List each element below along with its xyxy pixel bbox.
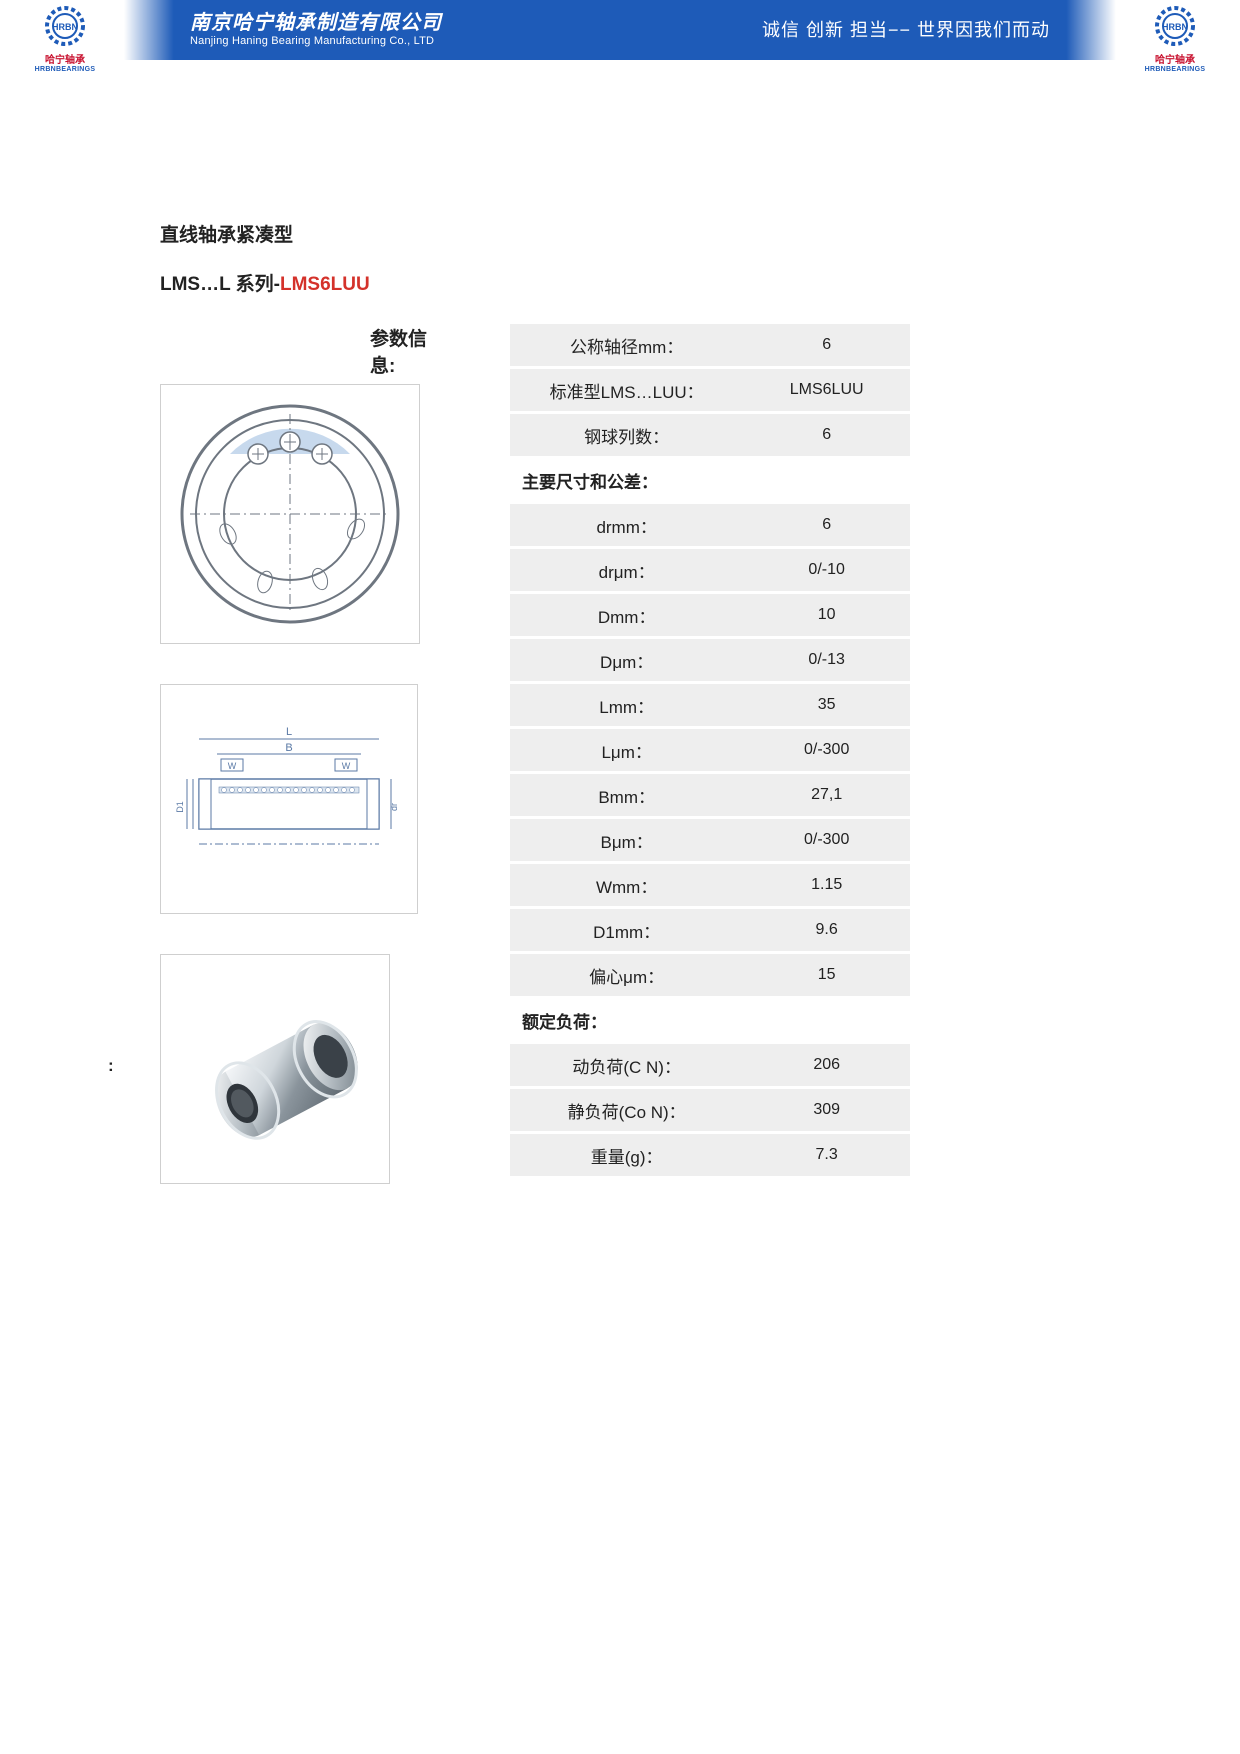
spec-row: 偏心μm：15 — [510, 954, 910, 996]
spec-row: Lμm：0/-300 — [510, 729, 910, 771]
series-model: LMS6LUU — [280, 274, 370, 295]
spec-table: 公称轴径mm：6标准型LMS…LUU：LMS6LUU钢球列数：6主要尺寸和公差：… — [510, 324, 910, 1176]
content-area: 直线轴承紧凑型 LMS…L 系列-LMS6LUU 参数信息: — [0, 60, 1240, 1224]
logo-subcaption: HRBNBEARINGS — [1130, 66, 1220, 73]
spec-row: D1mm：9.6 — [510, 909, 910, 951]
side-profile-svg: L B W W D1 dr — [169, 699, 409, 899]
spec-row: Lmm：35 — [510, 684, 910, 726]
company-name-en: Nanjing Haning Bearing Manufacturing Co.… — [190, 35, 442, 47]
spec-value: 35 — [743, 696, 910, 714]
spec-row: 重量(g)：7.3 — [510, 1134, 910, 1176]
svg-text:L: L — [286, 726, 292, 738]
spec-row: 静负荷(Co N)：309 — [510, 1089, 910, 1131]
product-title: 直线轴承紧凑型 — [160, 220, 1090, 247]
diagram-column: 参数信息: — [160, 324, 440, 1224]
spec-label: Dμm： — [510, 648, 743, 673]
spec-value: 10 — [743, 606, 910, 624]
svg-text:B: B — [285, 742, 292, 754]
company-block: 南京哈宁轴承制造有限公司 Nanjing Haning Bearing Manu… — [190, 6, 442, 47]
spec-value: 6 — [743, 426, 910, 444]
spec-value: 309 — [743, 1101, 910, 1119]
spec-value: LMS6LUU — [743, 381, 910, 399]
company-name-cn: 南京哈宁轴承制造有限公司 — [190, 6, 442, 35]
logo-left: HRBN 哈宁轴承 HRBNBEARINGS — [20, 4, 110, 73]
page-header: HRBN 哈宁轴承 HRBNBEARINGS 南京哈宁轴承制造有限公司 Nanj… — [0, 0, 1240, 60]
spec-label: Bμm： — [510, 828, 743, 853]
figure-cross-section — [160, 384, 420, 644]
gear-logo-icon: HRBN — [1153, 4, 1197, 48]
logo-caption: 哈宁轴承 — [1130, 51, 1220, 66]
spec-label: Lμm： — [510, 738, 743, 763]
spec-value: 7.3 — [743, 1146, 910, 1164]
spec-label: 钢球列数： — [510, 423, 743, 448]
spec-section-header: 额定负荷： — [510, 999, 910, 1041]
svg-text:dr: dr — [389, 803, 399, 811]
spec-value: 15 — [743, 966, 910, 984]
spec-row: 动负荷(C N)：206 — [510, 1044, 910, 1086]
spec-label: 动负荷(C N)： — [510, 1053, 743, 1078]
series-title: LMS…L 系列-LMS6LUU — [160, 269, 1090, 296]
spec-label: 静负荷(Co N)： — [510, 1098, 743, 1123]
spec-label: 公称轴径mm： — [510, 333, 743, 358]
spec-row: Dμm：0/-13 — [510, 639, 910, 681]
spec-value: 9.6 — [743, 921, 910, 939]
svg-text:D1: D1 — [175, 801, 185, 813]
logo-text: HRBN — [1162, 22, 1188, 32]
spec-label: 重量(g)： — [510, 1143, 743, 1168]
spec-label: Wmm： — [510, 873, 743, 898]
spec-value: 0/-10 — [743, 561, 910, 579]
spec-label: 标准型LMS…LUU： — [510, 378, 743, 403]
spec-value: 6 — [743, 516, 910, 534]
spec-row: Bμm：0/-300 — [510, 819, 910, 861]
logo-subcaption: HRBNBEARINGS — [20, 66, 110, 73]
spec-value: 0/-13 — [743, 651, 910, 669]
figure-side-profile: L B W W D1 dr — [160, 684, 418, 914]
logo-text: HRBN — [52, 22, 78, 32]
spec-label: drμm： — [510, 558, 743, 583]
spec-row: 公称轴径mm：6 — [510, 324, 910, 366]
spec-value: 27,1 — [743, 786, 910, 804]
slogan-text: 诚信 创新 担当−− 世界因我们而动 — [762, 16, 1050, 42]
spec-row: Dmm：10 — [510, 594, 910, 636]
spec-label: D1mm： — [510, 918, 743, 943]
figure-3d-render — [160, 954, 390, 1184]
spec-label: Dmm： — [510, 603, 743, 628]
spec-label: Lmm： — [510, 693, 743, 718]
spec-label: 偏心μm： — [510, 963, 743, 988]
spec-value: 0/-300 — [743, 831, 910, 849]
svg-text:W: W — [342, 761, 351, 771]
spec-section-header: 主要尺寸和公差： — [510, 459, 910, 501]
spec-value: 206 — [743, 1056, 910, 1074]
spec-row: 标准型LMS…LUU：LMS6LUU — [510, 369, 910, 411]
stray-colon: : — [108, 1056, 114, 1076]
series-prefix: LMS…L 系列- — [160, 274, 280, 295]
spec-row: drmm：6 — [510, 504, 910, 546]
render-svg — [170, 964, 380, 1174]
spec-value: 0/-300 — [743, 741, 910, 759]
spec-column: 公称轴径mm：6标准型LMS…LUU：LMS6LUU钢球列数：6主要尺寸和公差：… — [510, 324, 910, 1224]
spec-row: drμm：0/-10 — [510, 549, 910, 591]
spec-value: 6 — [743, 336, 910, 354]
svg-text:W: W — [228, 761, 237, 771]
spec-row: Wmm：1.15 — [510, 864, 910, 906]
spec-label: Bmm： — [510, 783, 743, 808]
spec-value: 1.15 — [743, 876, 910, 894]
gear-logo-icon: HRBN — [43, 4, 87, 48]
logo-right: HRBN 哈宁轴承 HRBNBEARINGS — [1130, 4, 1220, 73]
param-info-label: 参数信息: — [370, 324, 440, 378]
spec-row: 钢球列数：6 — [510, 414, 910, 456]
logo-caption: 哈宁轴承 — [20, 51, 110, 66]
cross-section-svg — [170, 394, 410, 634]
spec-label: drmm： — [510, 513, 743, 538]
spec-row: Bmm：27,1 — [510, 774, 910, 816]
